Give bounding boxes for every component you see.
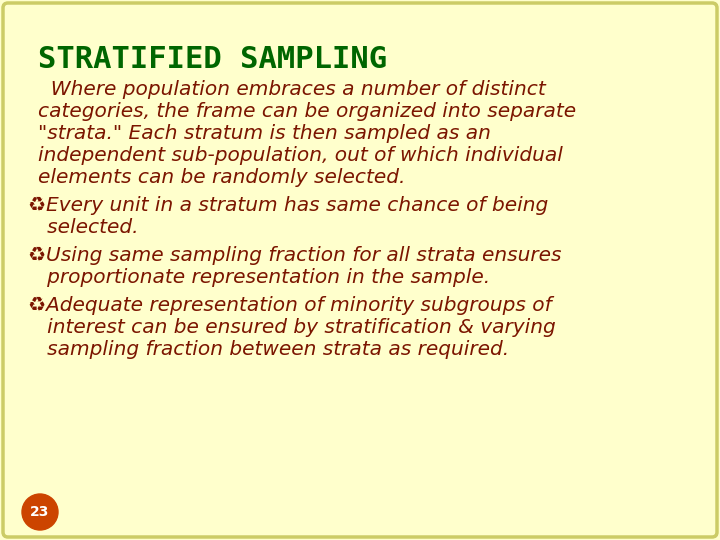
Text: interest can be ensured by stratification & varying: interest can be ensured by stratificatio… [28, 318, 556, 337]
Text: sampling fraction between strata as required.: sampling fraction between strata as requ… [28, 340, 509, 359]
Circle shape [22, 494, 58, 530]
Text: elements can be randomly selected.: elements can be randomly selected. [38, 168, 405, 187]
Text: ♻Adequate representation of minority subgroups of: ♻Adequate representation of minority sub… [28, 296, 552, 315]
Text: STRATIFIED SAMPLING: STRATIFIED SAMPLING [38, 45, 387, 74]
Text: selected.: selected. [28, 218, 138, 237]
Text: categories, the frame can be organized into separate: categories, the frame can be organized i… [38, 102, 576, 121]
FancyBboxPatch shape [3, 3, 717, 537]
Text: ♻Using same sampling fraction for all strata ensures: ♻Using same sampling fraction for all st… [28, 246, 562, 265]
Text: Where population embraces a number of distinct: Where population embraces a number of di… [38, 80, 546, 99]
Text: 23: 23 [30, 505, 50, 519]
Text: ♻Every unit in a stratum has same chance of being: ♻Every unit in a stratum has same chance… [28, 196, 548, 215]
Text: "strata." Each stratum is then sampled as an: "strata." Each stratum is then sampled a… [38, 124, 491, 143]
Text: independent sub-population, out of which individual: independent sub-population, out of which… [38, 146, 563, 165]
Text: proportionate representation in the sample.: proportionate representation in the samp… [28, 268, 490, 287]
